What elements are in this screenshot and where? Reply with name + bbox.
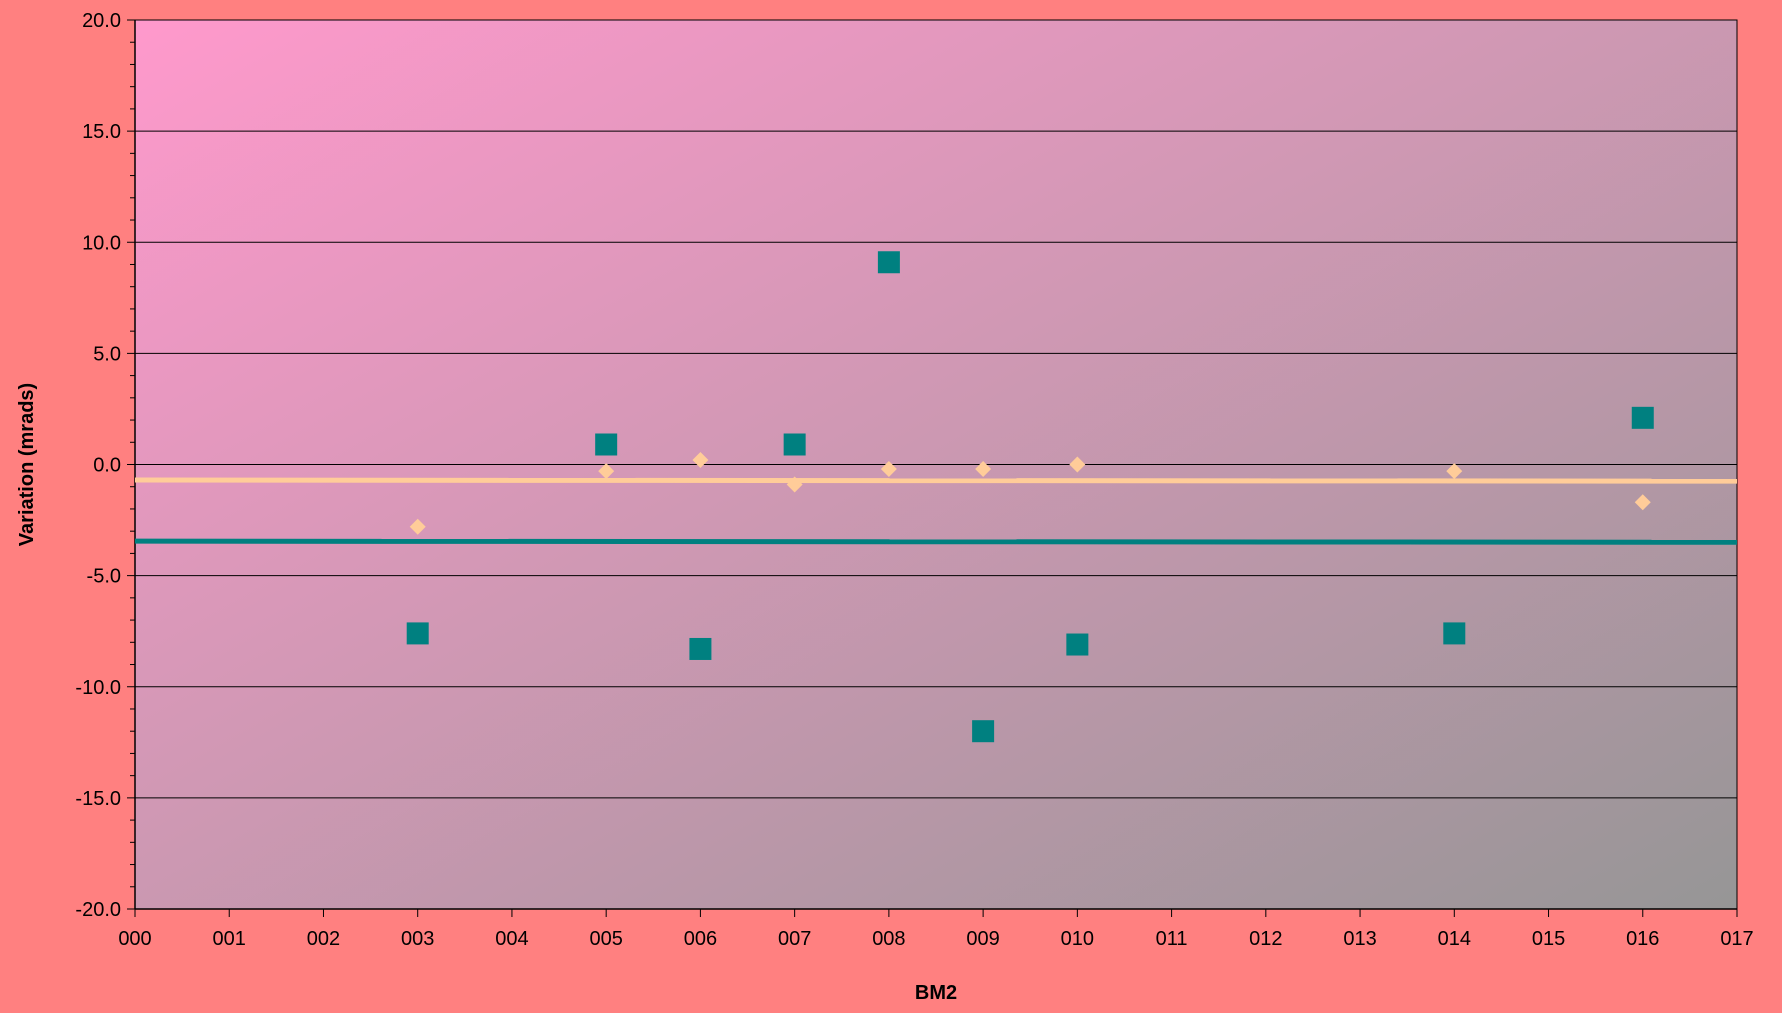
- reference-line: [134, 538, 1738, 545]
- square-marker: [972, 720, 995, 743]
- x-tick-label: 011: [1156, 928, 1188, 950]
- y-tick-label: 10.0: [82, 232, 121, 254]
- x-tick-label: 014: [1438, 928, 1471, 950]
- x-tick-label: 017: [1720, 928, 1753, 950]
- y-tick-label: -5.0: [87, 566, 121, 588]
- square-series: [406, 251, 1654, 743]
- diamond-series: [409, 452, 1651, 535]
- diamond-marker: [1634, 494, 1651, 511]
- y-tick-label: -20.0: [75, 899, 121, 921]
- square-marker: [689, 637, 712, 660]
- diamond-marker: [975, 460, 992, 477]
- y-tick-label: 0.0: [93, 455, 121, 477]
- x-tick-label: 001: [213, 928, 246, 950]
- x-tick-label: 007: [778, 928, 811, 950]
- x-tick-label: 000: [118, 928, 151, 950]
- x-tick-label: 012: [1249, 928, 1282, 950]
- x-tick-label: 005: [589, 928, 622, 950]
- diamond-marker: [409, 518, 426, 535]
- diamond-marker: [598, 463, 615, 480]
- data-series: [406, 251, 1654, 743]
- diamond-marker: [880, 460, 897, 477]
- diamond-marker: [1446, 463, 1463, 480]
- x-tick-label: 003: [401, 928, 434, 950]
- y-tick-label: 20.0: [82, 10, 121, 32]
- y-axis-title: Variation (mrads): [16, 383, 38, 546]
- diamond-marker: [692, 452, 709, 469]
- x-tick-label: 006: [684, 928, 717, 950]
- reference-lines: [134, 477, 1738, 545]
- x-tick-label: 008: [872, 928, 905, 950]
- square-marker: [783, 433, 806, 456]
- y-axis: 20.0 15.0 10.0 5.0 0.0 -5.0 -10.0 -15.0 -20.0: [75, 10, 136, 921]
- x-axis: 000 001 002 003 004 005 006 007 008 009 010 011 012 0…: [118, 908, 1754, 950]
- y-tick-label: -15.0: [75, 788, 121, 810]
- square-marker: [877, 251, 900, 274]
- x-tick-label: 002: [307, 928, 340, 950]
- x-tick-label: 009: [966, 928, 999, 950]
- y-tick-label: 15.0: [82, 121, 121, 143]
- diamond-marker: [786, 476, 803, 493]
- y-tick-label: 5.0: [93, 343, 121, 365]
- square-marker: [1443, 622, 1466, 645]
- y-tick-label: -10.0: [75, 677, 121, 699]
- x-tick-label: 010: [1061, 928, 1094, 950]
- square-marker: [406, 622, 429, 645]
- x-axis-title: BM2: [915, 982, 957, 1004]
- x-tick-label: 013: [1343, 928, 1376, 950]
- diamond-marker: [1069, 456, 1086, 473]
- x-tick-label: 016: [1626, 928, 1659, 950]
- square-marker: [1631, 406, 1654, 429]
- x-tick-label: 004: [495, 928, 528, 950]
- square-marker: [1066, 633, 1089, 656]
- square-marker: [595, 433, 618, 456]
- x-tick-label: 015: [1532, 928, 1565, 950]
- reference-line: [134, 477, 1738, 484]
